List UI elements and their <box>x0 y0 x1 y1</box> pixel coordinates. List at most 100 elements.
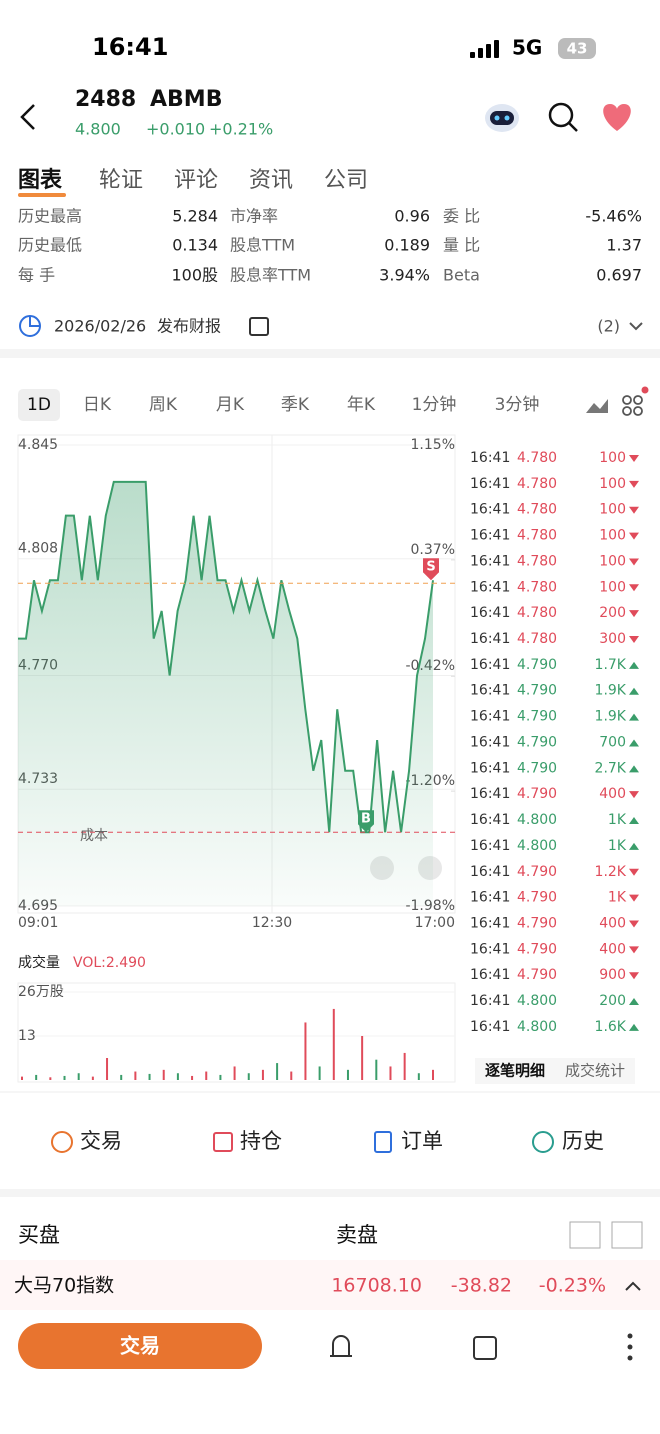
trade-tab[interactable]: 逐笔明细 <box>485 1062 545 1080</box>
volume-bar <box>318 1066 321 1080</box>
tab[interactable]: 公司 <box>324 168 368 193</box>
trade-volume: 300 <box>599 631 626 647</box>
grid-icon[interactable] <box>622 395 643 416</box>
x-tick-label: 09:01 <box>18 915 58 931</box>
stat-label: Beta <box>443 266 480 285</box>
trade-arrow <box>629 1023 639 1031</box>
action[interactable]: 持仓 <box>240 1129 282 1153</box>
trade-button[interactable] <box>18 1323 262 1369</box>
trade-time: 16:41 <box>470 631 510 647</box>
trade-arrow <box>629 765 639 773</box>
volume-bar <box>346 1069 349 1080</box>
index-percent: -0.23% <box>539 1275 606 1297</box>
period-tab[interactable]: 年K <box>347 395 376 415</box>
chevron[interactable] <box>629 322 643 331</box>
volume-frame <box>17 982 456 1083</box>
more-icon[interactable] <box>627 1333 633 1361</box>
stat-label: 量 比 <box>443 236 480 255</box>
trade-arrow <box>629 558 639 566</box>
bid-label: 买盘 <box>18 1223 60 1247</box>
volume-bar <box>134 1071 137 1080</box>
volume-bar <box>162 1069 165 1080</box>
trade-time: 16:41 <box>470 812 510 828</box>
trade-price: 4.780 <box>517 631 557 647</box>
volume-label: VOL:2.490 <box>73 955 146 971</box>
order-icon <box>374 1131 392 1153</box>
volume-bar <box>21 1076 23 1080</box>
trade-time: 16:41 <box>470 553 510 569</box>
trade-volume: 1K <box>608 812 627 828</box>
calendar-add-icon[interactable] <box>249 317 269 336</box>
volume-bar <box>205 1071 208 1080</box>
action[interactable]: 交易 <box>80 1129 122 1153</box>
separator <box>0 1189 660 1197</box>
trade-volume: 100 <box>599 553 626 569</box>
trade-price: 4.790 <box>517 709 557 725</box>
trade-time: 16:41 <box>470 579 510 595</box>
trade-price: 4.790 <box>517 657 557 673</box>
volume-bar <box>389 1066 392 1080</box>
trade-arrow <box>629 636 639 644</box>
period-tab[interactable]: 日K <box>83 395 112 415</box>
y2-tick-label: 0.37% <box>411 542 455 558</box>
period-tab[interactable]: 月K <box>216 395 245 415</box>
volume-bar <box>63 1075 66 1080</box>
volume-bar <box>77 1073 80 1080</box>
trade-arrow <box>629 920 639 928</box>
trade-volume: 700 <box>599 734 626 750</box>
y-tick-label: 13 <box>18 1028 36 1044</box>
stat-label: 股息率TTM <box>230 266 311 285</box>
search-icon[interactable] <box>548 102 578 132</box>
volume-bar <box>106 1058 109 1080</box>
trade-button-label[interactable]: 交易 <box>120 1334 160 1358</box>
volume-bar <box>276 1063 279 1080</box>
trade-tab[interactable]: 成交统计 <box>565 1062 625 1080</box>
robot-icon[interactable] <box>485 104 519 132</box>
trade-time: 16:41 <box>470 734 510 750</box>
bank-icon[interactable] <box>569 1221 601 1249</box>
trade-price: 4.790 <box>517 967 557 983</box>
tab[interactable]: 轮证 <box>99 168 143 193</box>
tab[interactable]: 评论 <box>174 168 218 193</box>
trade-price: 4.800 <box>517 838 557 854</box>
alert-icon[interactable] <box>330 1335 352 1357</box>
tab[interactable]: 图表 <box>18 168 63 193</box>
favorite-button[interactable] <box>603 104 631 131</box>
trade-price: 4.800 <box>517 993 557 1009</box>
change: +0.010 <box>146 120 205 139</box>
trade-time: 16:41 <box>470 890 510 906</box>
trade-time: 16:41 <box>470 993 510 1009</box>
stock-code: 2488 <box>75 87 136 112</box>
trade-arrow <box>629 791 639 799</box>
trade-volume: 1.9K <box>595 709 627 725</box>
trade-price: 4.800 <box>517 812 557 828</box>
share-icon[interactable] <box>473 1336 497 1360</box>
s-icon[interactable] <box>611 1221 643 1249</box>
volume-bar <box>290 1071 293 1080</box>
action[interactable]: 历史 <box>562 1129 604 1153</box>
back-button[interactable] <box>20 104 35 130</box>
sell-marker <box>423 558 439 581</box>
stat-value: 3.94% <box>379 266 430 285</box>
trade-price: 4.790 <box>517 760 557 776</box>
period-tab[interactable]: 1D <box>27 395 51 415</box>
action[interactable]: 订单 <box>401 1129 443 1153</box>
stat-value: 0.189 <box>384 236 430 255</box>
volume-bar <box>261 1069 264 1080</box>
period-tab[interactable]: 1分钟 <box>412 395 457 415</box>
index-bar <box>0 1260 660 1310</box>
battery-level: 43 <box>567 40 588 58</box>
trade-time: 16:41 <box>470 915 510 931</box>
event-text: 发布财报 <box>157 317 221 336</box>
trade-price: 4.790 <box>517 786 557 802</box>
chevron-up[interactable] <box>625 1281 641 1291</box>
ask-label: 卖盘 <box>336 1223 378 1247</box>
period-tab[interactable]: 周K <box>149 395 178 415</box>
tab[interactable]: 资讯 <box>249 168 293 193</box>
index-change: -38.82 <box>451 1275 512 1297</box>
period-tab[interactable]: 3分钟 <box>495 395 540 415</box>
stock-name: ABMB <box>150 87 222 112</box>
trade-time: 16:41 <box>470 683 510 699</box>
period-tab[interactable]: 季K <box>281 395 310 415</box>
chart-type-icon[interactable] <box>586 399 608 413</box>
